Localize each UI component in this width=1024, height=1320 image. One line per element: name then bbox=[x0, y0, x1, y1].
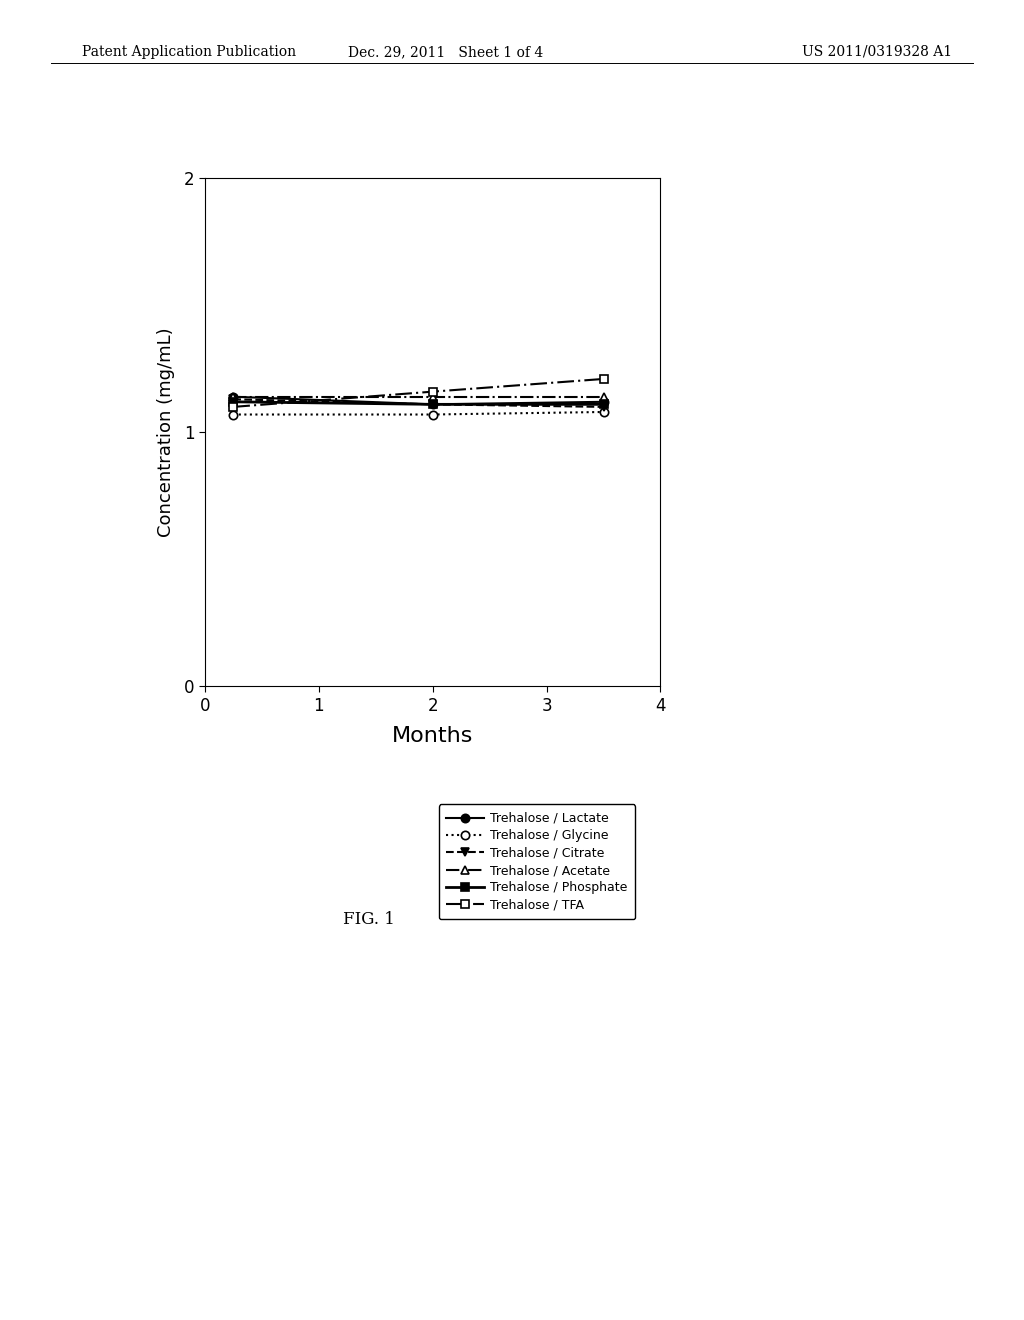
Legend: Trehalose / Lactate, Trehalose / Glycine, Trehalose / Citrate, Trehalose / Aceta: Trehalose / Lactate, Trehalose / Glycine… bbox=[439, 804, 635, 919]
Trehalose / Phosphate bbox=[426, 396, 438, 412]
Text: Dec. 29, 2011   Sheet 1 of 4: Dec. 29, 2011 Sheet 1 of 4 bbox=[348, 45, 543, 59]
Line: Trehalose / Glycine: Trehalose / Glycine bbox=[229, 408, 607, 418]
Y-axis label: Concentration (mg/mL): Concentration (mg/mL) bbox=[158, 327, 175, 537]
Line: Trehalose / Acetate: Trehalose / Acetate bbox=[229, 392, 607, 401]
Line: Trehalose / Lactate: Trehalose / Lactate bbox=[229, 392, 607, 408]
Trehalose / Citrate bbox=[597, 399, 609, 414]
Line: Trehalose / TFA: Trehalose / TFA bbox=[229, 375, 607, 411]
Text: Patent Application Publication: Patent Application Publication bbox=[82, 45, 296, 59]
Text: US 2011/0319328 A1: US 2011/0319328 A1 bbox=[802, 45, 952, 59]
Trehalose / Phosphate bbox=[227, 393, 240, 409]
Line: Trehalose / Phosphate: Trehalose / Phosphate bbox=[229, 397, 607, 408]
Trehalose / Acetate bbox=[597, 389, 609, 405]
Trehalose / TFA bbox=[426, 384, 438, 400]
Trehalose / Citrate bbox=[227, 391, 240, 407]
Trehalose / TFA bbox=[227, 399, 240, 414]
Trehalose / Glycine bbox=[426, 407, 438, 422]
Trehalose / Glycine bbox=[227, 407, 240, 422]
Trehalose / TFA bbox=[597, 371, 609, 387]
Trehalose / Lactate bbox=[597, 393, 609, 409]
Trehalose / Phosphate bbox=[597, 396, 609, 412]
Text: FIG. 1: FIG. 1 bbox=[343, 911, 394, 928]
Trehalose / Lactate bbox=[426, 396, 438, 412]
Trehalose / Glycine bbox=[597, 404, 609, 420]
Trehalose / Acetate bbox=[426, 389, 438, 405]
Trehalose / Citrate bbox=[426, 396, 438, 412]
X-axis label: Months: Months bbox=[392, 726, 473, 746]
Line: Trehalose / Citrate: Trehalose / Citrate bbox=[229, 395, 607, 411]
Trehalose / Lactate bbox=[227, 389, 240, 405]
Trehalose / Acetate bbox=[227, 389, 240, 405]
